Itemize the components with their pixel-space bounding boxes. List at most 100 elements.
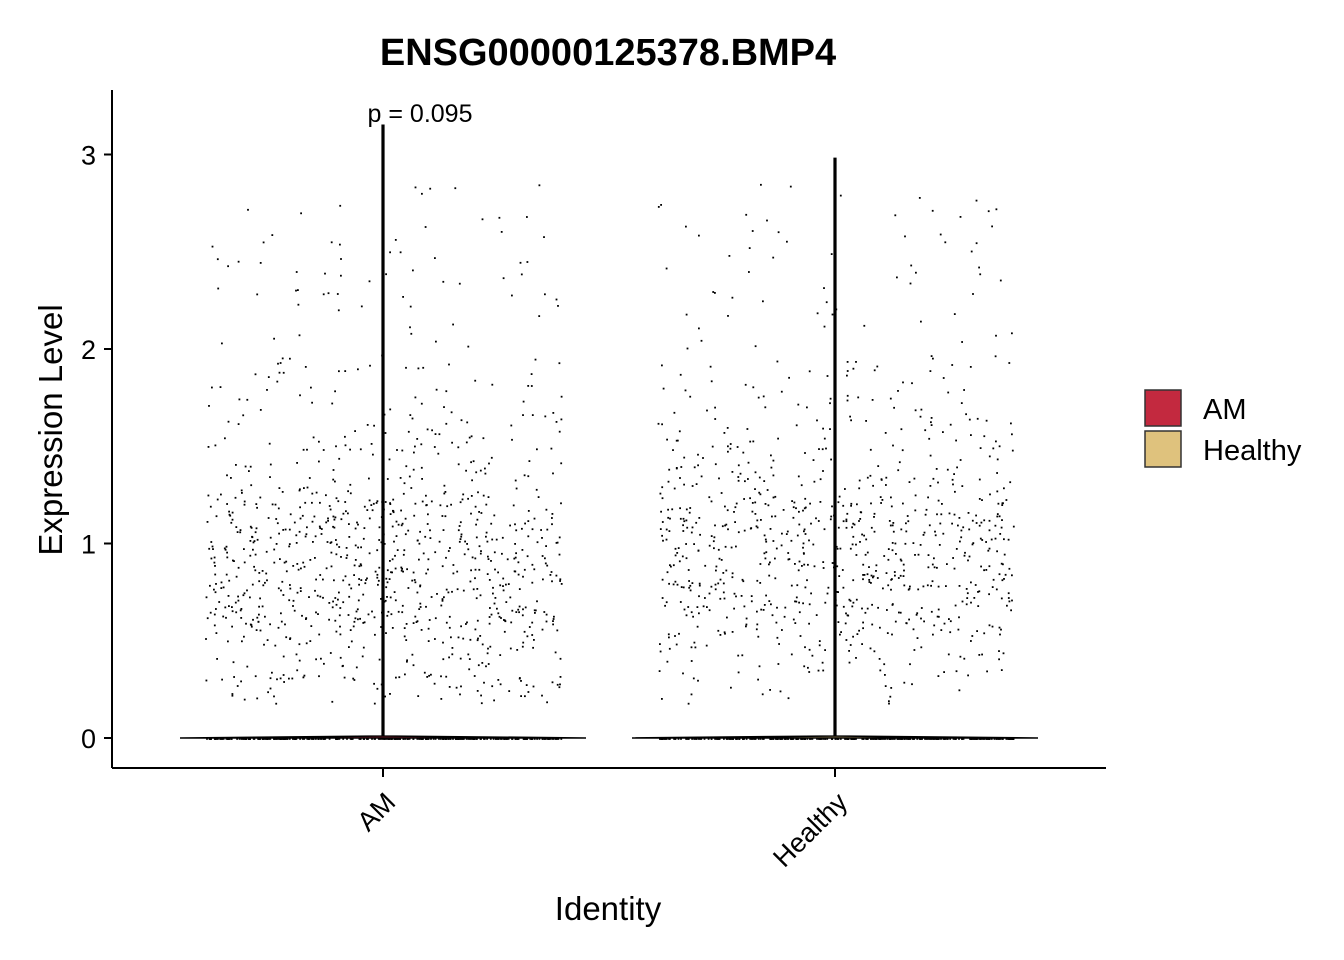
data-point <box>501 552 503 555</box>
data-point <box>339 243 341 246</box>
data-point <box>737 476 740 478</box>
data-point <box>731 471 734 473</box>
data-point <box>251 535 253 538</box>
data-point <box>243 635 245 638</box>
data-point <box>328 602 331 604</box>
data-point <box>517 561 520 564</box>
data-point <box>240 489 243 492</box>
data-point <box>421 478 423 480</box>
data-point <box>239 531 242 534</box>
data-point <box>735 545 737 548</box>
data-point <box>798 510 800 513</box>
data-point <box>541 628 544 631</box>
data-point <box>358 583 360 586</box>
data-point <box>334 597 337 599</box>
data-point <box>256 293 259 296</box>
data-point <box>334 619 337 622</box>
data-point <box>920 408 923 411</box>
data-point <box>710 738 713 740</box>
data-point <box>314 535 317 538</box>
data-point <box>348 595 351 598</box>
data-point <box>243 503 246 506</box>
data-point <box>289 638 291 640</box>
data-point <box>268 738 270 740</box>
data-point <box>918 197 921 199</box>
data-point <box>695 483 698 485</box>
data-point <box>849 599 852 602</box>
data-point <box>1008 600 1011 603</box>
data-point <box>986 670 988 673</box>
data-point <box>782 509 785 511</box>
data-point <box>752 386 755 389</box>
data-point <box>727 315 729 317</box>
data-point <box>305 533 308 536</box>
data-point <box>809 502 811 505</box>
data-point <box>998 658 1000 661</box>
data-point <box>969 366 972 368</box>
data-point <box>448 656 450 659</box>
data-point <box>339 633 342 636</box>
data-point <box>526 635 529 638</box>
data-point <box>890 687 893 689</box>
data-point <box>959 459 962 461</box>
data-point <box>747 461 750 464</box>
data-point <box>460 685 462 688</box>
data-point <box>558 686 561 689</box>
data-point <box>356 521 358 524</box>
data-point <box>687 702 690 705</box>
data-point <box>333 579 335 582</box>
data-point <box>748 247 751 249</box>
data-point <box>928 437 931 440</box>
data-point <box>435 340 437 343</box>
data-point <box>861 738 864 740</box>
data-point <box>520 680 522 682</box>
data-point <box>942 738 945 740</box>
data-point <box>538 184 541 187</box>
data-point <box>342 512 345 515</box>
data-point <box>852 579 855 582</box>
data-point <box>718 477 720 480</box>
data-point <box>443 738 445 740</box>
data-point <box>731 631 734 633</box>
data-point <box>680 466 683 468</box>
data-point <box>311 492 314 495</box>
data-point <box>452 572 455 575</box>
data-point <box>209 611 212 614</box>
data-point <box>389 408 392 411</box>
data-point <box>371 738 373 740</box>
data-point <box>788 376 790 379</box>
data-point <box>474 505 477 508</box>
data-point <box>491 685 494 688</box>
data-point <box>219 386 222 388</box>
x-axis-label: Identity <box>555 890 662 927</box>
data-point <box>418 558 420 561</box>
data-point <box>659 643 661 645</box>
data-point <box>875 738 878 740</box>
data-point <box>545 613 548 616</box>
data-point <box>378 566 381 569</box>
data-point <box>852 535 855 538</box>
data-point <box>271 671 273 674</box>
data-point <box>952 738 955 740</box>
data-point <box>674 738 677 740</box>
data-point <box>298 334 301 337</box>
data-point <box>477 664 480 667</box>
data-point <box>953 473 955 475</box>
data-point <box>215 515 218 518</box>
data-point <box>786 530 789 533</box>
data-point <box>878 738 881 740</box>
data-point <box>719 578 722 581</box>
data-point <box>898 738 901 740</box>
data-point <box>551 513 554 515</box>
data-point <box>734 521 736 523</box>
data-point <box>252 548 254 551</box>
data-point <box>978 478 981 481</box>
data-point <box>936 566 938 569</box>
data-point <box>886 632 889 634</box>
data-point <box>437 452 440 455</box>
data-point <box>411 653 414 656</box>
data-point <box>468 658 471 660</box>
data-point <box>518 605 521 608</box>
data-point <box>830 253 833 255</box>
data-point <box>330 541 333 544</box>
